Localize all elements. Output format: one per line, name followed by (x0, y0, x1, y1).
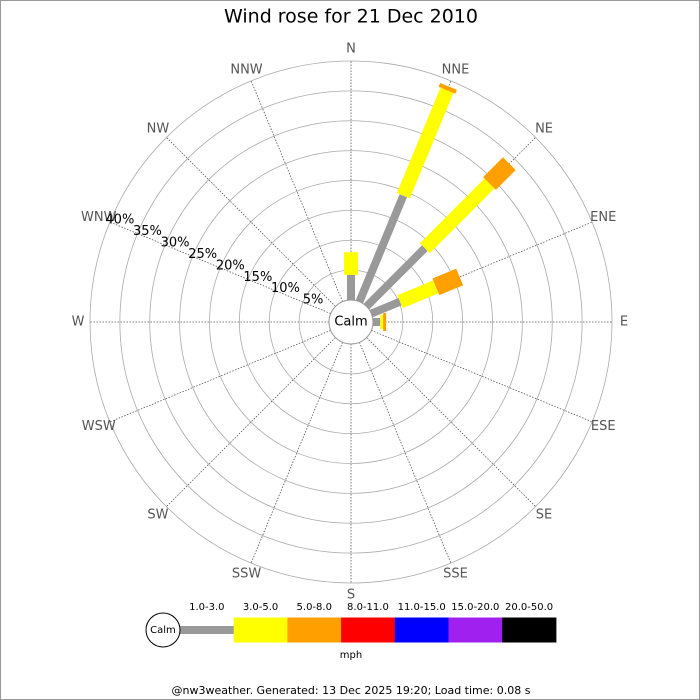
legend-swatch (287, 617, 342, 643)
legend-swatch (180, 626, 235, 634)
bar-segment (432, 268, 464, 296)
direction-label: NNE (442, 62, 470, 77)
spoke (166, 337, 336, 507)
bar-segment (396, 87, 454, 199)
calm-circle (328, 299, 374, 345)
bar-segment (483, 157, 516, 190)
bar-segment (419, 178, 495, 254)
grid-ring (89, 60, 613, 584)
direction-label: ENE (590, 210, 616, 225)
grid-ring (119, 90, 583, 554)
direction-label: NNW (230, 62, 262, 77)
direction-label: W (72, 315, 85, 330)
grid-ring (238, 209, 464, 435)
legend-label: 11.0-15.0 (398, 602, 446, 613)
direction-label: SSE (443, 567, 468, 582)
spoke (371, 330, 593, 423)
r-tick-label: 10% (271, 281, 300, 296)
direction-label: WNW (81, 210, 117, 225)
direction-label: SSW (232, 567, 262, 582)
spoke (359, 342, 452, 564)
direction-label: S (347, 588, 355, 603)
legend-unit: mph (340, 650, 362, 661)
spoke (109, 330, 331, 423)
r-tick-label: 5% (303, 293, 324, 308)
legend-label: 15.0-20.0 (451, 602, 499, 613)
grid-ring (268, 239, 434, 405)
r-tick-label: 35% (133, 224, 162, 239)
legend-calm-label: Calm (150, 625, 176, 636)
bar-segment (438, 82, 457, 94)
direction-label: N (346, 42, 356, 57)
spoke (166, 137, 336, 307)
r-tick-label: 15% (243, 270, 272, 285)
spoke (250, 342, 343, 564)
legend-label: 5.0-8.0 (297, 602, 332, 613)
r-tick-label: 25% (188, 247, 217, 262)
footer: @nw3weather. Generated: 13 Dec 2025 19:2… (172, 684, 531, 697)
legend-label: 3.0-5.0 (243, 602, 278, 613)
legend-calm-circle (145, 612, 181, 648)
legend-label: 1.0-3.0 (189, 602, 224, 613)
direction-label: ESE (591, 419, 616, 434)
grid-ring (149, 120, 553, 524)
direction-label: WSW (82, 419, 116, 434)
legend-swatch (341, 617, 396, 643)
legend-label: 8.0-11.0 (347, 602, 389, 613)
legend-swatch (502, 617, 557, 643)
direction-label: NE (535, 121, 553, 136)
bar-segment (355, 194, 408, 304)
grid-ring (179, 150, 523, 494)
grid-ring (209, 180, 493, 464)
legend-label: 20.0-50.0 (505, 602, 553, 613)
calm-label: Calm (334, 315, 367, 330)
legend-swatch (448, 617, 503, 643)
legend-swatch (233, 617, 288, 643)
r-tick-label: 30% (161, 235, 190, 250)
bar-segment (363, 245, 428, 310)
spoke (250, 80, 343, 302)
legend-swatch (394, 617, 449, 643)
direction-label: E (620, 315, 628, 330)
r-tick-label: 20% (216, 258, 245, 273)
spoke (109, 221, 331, 314)
bar-segment (397, 280, 439, 309)
direction-label: NW (147, 121, 170, 136)
direction-label: SE (536, 508, 552, 523)
chart-title: Wind rose for 21 Dec 2010 (224, 6, 478, 28)
bar-segment (369, 297, 402, 318)
r-tick-label: 40% (105, 213, 134, 228)
spoke (366, 337, 536, 507)
direction-label: SW (147, 508, 168, 523)
